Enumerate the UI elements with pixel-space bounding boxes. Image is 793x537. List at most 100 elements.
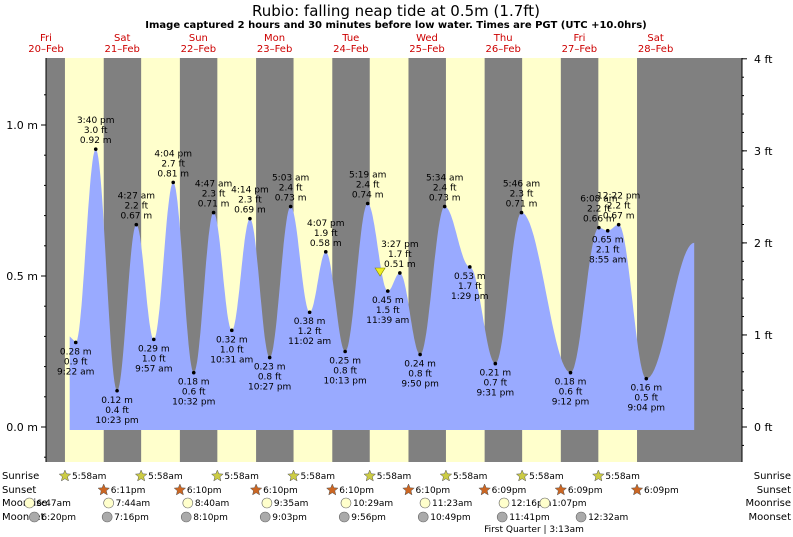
moon-disc-icon (101, 511, 113, 523)
extreme-ft-label: 1.7 ft (458, 282, 482, 292)
extreme-m-label: 0.29 m (138, 344, 170, 354)
date-label: 21–Feb (104, 44, 139, 55)
extreme-m-label: 0.51 m (384, 260, 416, 270)
sunset-time-label: 6:10pm (415, 486, 450, 496)
extreme-m-label: 0.18 m (555, 378, 587, 388)
day-name-label: Fri (40, 33, 52, 44)
extreme-point (73, 340, 78, 345)
moon-disc-icon (575, 511, 587, 523)
moonset-time-label: 9:03pm (272, 513, 307, 523)
extreme-time-label: 4:27 am (118, 192, 155, 202)
extreme-point (418, 352, 422, 357)
extreme-m-label: 0.12 m (101, 396, 133, 406)
extreme-time-label: 9:12 pm (552, 398, 590, 408)
day-name-label: Mon (264, 33, 285, 44)
extreme-point (151, 337, 156, 342)
extreme-point (468, 265, 472, 269)
extreme-time-label: 8:55 am (589, 256, 626, 266)
day-name-label: Tue (341, 33, 359, 44)
extreme-m-label: 0.73 m (429, 194, 461, 204)
moonset-time-label: 11:41pm (509, 513, 549, 523)
extreme-ft-label: 0.8 ft (408, 370, 432, 380)
moonset-time-label: 12:32am (588, 513, 628, 523)
sunset-time-label: 6:10pm (263, 486, 298, 496)
day-name-label: Sat (114, 33, 130, 44)
extreme-m-label: 0.21 m (479, 369, 511, 379)
extreme-ft-label: 1.0 ft (142, 354, 166, 364)
sunrise-time-label: 5:58am (301, 472, 336, 482)
extreme-point (134, 222, 139, 227)
day-name-label: Fri (573, 33, 585, 44)
extreme-ft-label: 1.0 ft (220, 345, 244, 355)
tide-area (69, 149, 695, 430)
extreme-point (644, 376, 649, 381)
extreme-time-label: 4:07 pm (307, 219, 345, 229)
extreme-ft-label: 2.4 ft (433, 184, 457, 194)
extreme-time-label: 4:04 pm (154, 149, 192, 159)
extreme-m-label: 0.71 m (198, 200, 230, 210)
extreme-point (597, 225, 601, 230)
moonset-time-label: 6:20pm (41, 513, 76, 523)
extreme-time-label: 4:14 pm (231, 186, 269, 196)
extreme-m-label: 0.69 m (234, 206, 266, 216)
extreme-ft-label: 0.7 ft (483, 379, 507, 389)
sun-star-icon (591, 469, 605, 482)
moonset-row-label-right: Moonset (749, 512, 792, 523)
extreme-point (171, 180, 176, 185)
extreme-point (442, 204, 447, 209)
extreme-ft-label: 1.7 ft (388, 250, 412, 260)
sun-star-icon (554, 483, 568, 496)
feet-tick-label: 1 ft (754, 329, 773, 342)
feet-axis: 4 ft 3 ft 2 ft 1 ft 0 ft (741, 53, 773, 462)
date-label: 20–Feb (28, 44, 63, 55)
moon-disc-icon (417, 511, 429, 523)
extreme-m-label: 0.32 m (216, 335, 248, 345)
extreme-time-label: 5:03 am (272, 174, 309, 184)
plot-area (46, 58, 742, 462)
extreme-ft-label: 2.2 ft (607, 202, 631, 212)
extreme-point (267, 355, 272, 360)
moonrise-row-label-right: Moonrise (746, 498, 791, 509)
moon-disc-icon (496, 511, 508, 523)
day-header: Fri20–FebSat21–FebSun22–FebMon23–FebTue2… (28, 33, 673, 55)
sunset-time-label: 6:10pm (187, 486, 222, 496)
extreme-time-label: 11:02 am (288, 337, 331, 347)
extreme-ft-label: 2.3 ft (202, 190, 226, 200)
metre-tick-label: 0.5 m (6, 270, 38, 283)
moonrise-time-label: 8:40am (195, 499, 230, 509)
moonrise-time-label: 7:44am (116, 499, 151, 509)
moon-disc-icon (103, 497, 114, 509)
sun-star-icon (210, 469, 224, 482)
day-name-label: Sun (189, 33, 208, 44)
extreme-m-label: 0.25 m (329, 357, 361, 367)
extreme-time-label: 10:23 pm (95, 416, 138, 426)
extreme-time-label: 11:39 am (366, 316, 409, 326)
extreme-point (288, 204, 293, 209)
extreme-m-label: 0.71 m (506, 200, 538, 210)
extreme-ft-label: 3.0 ft (84, 126, 108, 136)
feet-tick-label: 2 ft (754, 237, 773, 250)
moon-disc-icon (338, 511, 350, 523)
day-name-label: Wed (416, 33, 438, 44)
extreme-ft-label: 0.6 ft (559, 388, 583, 398)
metre-tick-label: 0.0 m (6, 421, 38, 434)
extreme-labels: 0.28 m0.9 ft9:22 am 3:40 pm3.0 ft0.92 m 0.… (57, 116, 665, 426)
extreme-time-label: 9:57 am (135, 364, 172, 374)
sunset-row-label-right: Sunset (757, 485, 791, 496)
extreme-m-label: 0.53 m (454, 272, 486, 282)
moon-disc-icon (261, 497, 273, 509)
moon-disc-icon (419, 497, 431, 509)
extreme-point (343, 349, 347, 354)
moonrise-time-label: 11:23am (432, 499, 472, 509)
extreme-m-label: 0.74 m (352, 191, 384, 201)
extreme-time-label: 10:32 pm (172, 398, 215, 408)
extreme-time-label: 9:04 pm (628, 404, 666, 414)
extreme-ft-label: 0.8 ft (258, 373, 282, 383)
extreme-m-label: 0.58 m (310, 239, 342, 249)
extreme-ft-label: 2.3 ft (510, 190, 534, 200)
feet-tick-label: 3 ft (754, 145, 773, 158)
sunrise-time-label: 5:58am (377, 472, 412, 482)
moon-disc-icon (182, 497, 194, 509)
extreme-m-label: 0.73 m (275, 194, 307, 204)
